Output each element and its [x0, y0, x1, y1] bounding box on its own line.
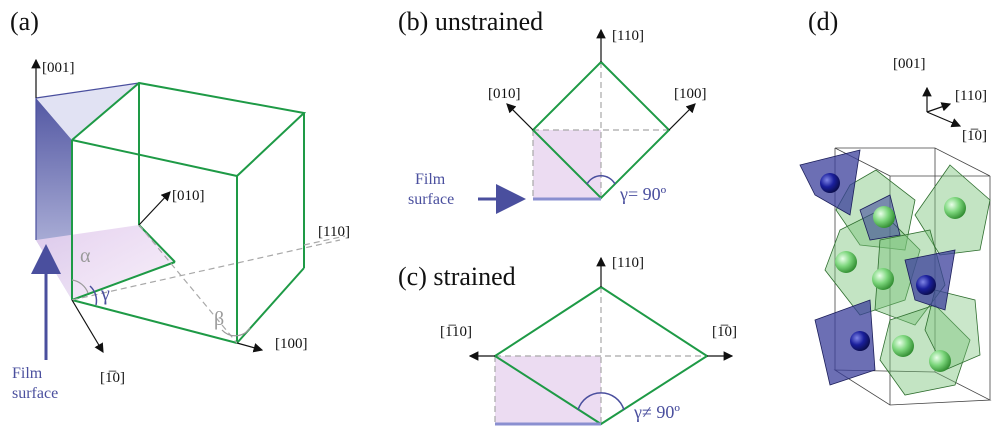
gamma-label: γ	[100, 283, 110, 305]
axis-100-label: [100]	[275, 336, 308, 352]
cube-edge	[71, 299, 238, 344]
axis-1m10-arrow	[71, 299, 104, 354]
axis-110-label: [110]	[612, 255, 644, 271]
film-label-line2: surface	[12, 385, 58, 402]
beta-label: β	[214, 308, 224, 330]
gamma-arc	[586, 175, 616, 185]
cell-bottom	[833, 369, 992, 406]
panel-d: (d) [001] [110] [1̅0]	[799, 7, 992, 406]
axis-010-arrow	[506, 103, 534, 131]
panel-d-tag: (d)	[808, 7, 838, 36]
tetrahedron	[814, 299, 876, 386]
panel-a: (a) [001] [010] [110] [100] [1̅0]	[10, 7, 350, 402]
beta-arc	[221, 327, 251, 337]
panel-b: (b) unstrained [110] [010] [100] Film su…	[398, 7, 707, 214]
axis-100-label: [100]	[674, 86, 707, 102]
green-atom	[835, 251, 857, 273]
film-label-line2: surface	[408, 191, 454, 208]
axis-110-label: [110]	[318, 224, 350, 240]
cube-edge	[138, 224, 176, 263]
green-atom	[944, 197, 966, 219]
film-label-line1: Film	[415, 171, 446, 188]
gamma-arc	[89, 285, 98, 306]
axis-010-label: [010]	[172, 188, 205, 204]
shaded-plane	[36, 225, 175, 300]
panel-a-tag: (a)	[10, 7, 39, 36]
axis-110-arrow	[926, 102, 952, 113]
blue-atom	[850, 331, 870, 351]
gamma-arc	[577, 392, 625, 411]
axis-110-label: [110]	[612, 28, 644, 44]
axis-1m10-label: [1̅0]	[100, 370, 125, 386]
axis-001-label: [001]	[42, 60, 75, 76]
film-top-edge	[35, 82, 140, 99]
axis-1m10-label: [1̅0]	[962, 128, 987, 144]
green-atom	[929, 350, 951, 372]
green-atom	[892, 335, 914, 357]
axis-m110-label: [1̅10]	[440, 324, 472, 340]
film-top-face	[36, 83, 139, 140]
axis-1m10-arrow	[926, 111, 962, 128]
alpha-label: α	[80, 245, 91, 267]
panel-b-tag: (b) unstrained	[398, 7, 543, 36]
film-label-line1: Film	[12, 365, 43, 382]
alpha-arc	[71, 279, 89, 294]
axis-100-arrow	[668, 103, 696, 131]
axis-110-line	[303, 235, 346, 246]
dash-line	[138, 224, 238, 344]
panel-c-tag: (c) strained	[398, 262, 516, 291]
dash-line	[71, 239, 341, 301]
axis-110-label: [110]	[955, 88, 987, 104]
octahedron	[924, 289, 981, 371]
axis-1m10-label: [1̅0]	[712, 324, 737, 340]
axis-100-arrow	[236, 342, 264, 353]
gamma-label: γ≠ 90º	[633, 402, 680, 422]
axis-001-label: [001]	[893, 56, 926, 72]
axis-010-label: [010]	[488, 86, 521, 102]
blue-atom	[820, 173, 840, 193]
axis-010-arrow	[138, 191, 171, 226]
green-atom	[873, 206, 895, 228]
gamma-label: γ= 90º	[619, 184, 667, 204]
green-atom	[872, 268, 894, 290]
blue-atom	[916, 275, 936, 295]
cube-diagonal	[71, 261, 176, 301]
panel-c: (c) strained [110] [1̅10] [1̅0] γ≠ 90º	[398, 255, 737, 426]
